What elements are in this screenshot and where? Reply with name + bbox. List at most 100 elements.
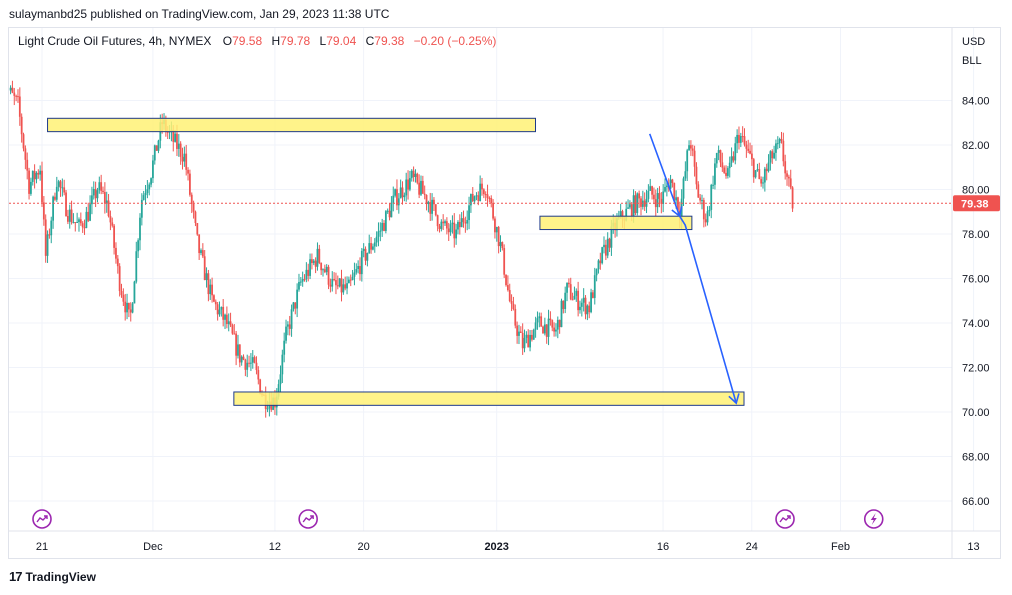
candle: [590, 288, 592, 314]
candle-body: [102, 190, 104, 193]
candle-body: [743, 136, 746, 145]
candle: [499, 235, 502, 252]
candle-body: [46, 234, 49, 256]
candle: [516, 321, 519, 344]
candle: [353, 262, 356, 286]
candle-body: [257, 370, 260, 380]
candle-body: [677, 197, 679, 211]
candle: [9, 85, 12, 95]
candle: [710, 183, 713, 219]
candle-body: [767, 162, 770, 172]
candle: [595, 268, 598, 282]
candle: [214, 299, 217, 311]
candle-body: [115, 247, 117, 259]
candle: [658, 186, 661, 208]
candle-body: [560, 300, 563, 328]
candle: [669, 174, 672, 189]
candle: [31, 170, 34, 186]
candle-body: [240, 356, 243, 363]
candle-body: [651, 186, 653, 195]
candle: [736, 129, 739, 154]
last-price-badge: [953, 195, 1000, 212]
candle: [519, 326, 522, 333]
candle-body: [94, 189, 97, 199]
candle-body: [205, 273, 208, 281]
candle: [538, 312, 541, 328]
candle: [638, 190, 641, 208]
unit-label: BLL: [962, 55, 982, 67]
x-tick-label: 16: [657, 541, 669, 553]
last-price-label: 79.38: [961, 198, 989, 210]
candle-body: [786, 173, 788, 177]
candle: [787, 174, 790, 187]
candle-body: [211, 284, 213, 296]
candle-body: [649, 186, 652, 191]
candle: [471, 187, 474, 203]
candle-body: [322, 269, 324, 271]
candle-body: [122, 294, 125, 302]
candle: [592, 289, 594, 299]
candle: [360, 247, 363, 282]
currency-label: USD: [962, 36, 985, 48]
candle: [728, 156, 731, 178]
candle-body: [564, 292, 567, 309]
candle: [135, 241, 138, 284]
candle-body: [732, 156, 735, 161]
candle: [30, 177, 32, 196]
candle: [734, 136, 737, 165]
candle-body: [514, 308, 517, 326]
candle-body: [209, 284, 212, 295]
candle-body: [588, 305, 591, 313]
candle-body: [198, 234, 201, 254]
candle: [416, 172, 419, 185]
candle-body: [647, 190, 650, 199]
candle-body: [54, 196, 56, 200]
candle: [688, 140, 690, 151]
candle-body: [440, 221, 443, 229]
candle-body: [196, 222, 199, 235]
candle: [340, 269, 343, 302]
candle: [531, 329, 533, 342]
event-marker[interactable]: [775, 509, 795, 529]
candle: [420, 175, 422, 196]
candle: [127, 302, 130, 318]
candle-body: [734, 143, 737, 161]
candle-body: [283, 340, 286, 355]
candle-body: [63, 187, 66, 193]
candle: [586, 304, 589, 321]
candle-body: [662, 191, 665, 204]
candle: [72, 213, 75, 224]
candle-body: [87, 211, 90, 221]
candle: [362, 243, 365, 258]
candle-body: [237, 344, 239, 356]
candle: [547, 309, 550, 346]
candle: [107, 194, 110, 218]
candle-body: [773, 152, 775, 159]
candle: [719, 149, 722, 168]
candle-body: [89, 204, 91, 221]
x-tick-label: 20: [357, 541, 369, 553]
candle-body: [111, 222, 114, 226]
candle: [577, 281, 580, 317]
candle-body: [453, 222, 456, 239]
candle-body: [355, 268, 358, 273]
footer-brand[interactable]: 17 TradingView: [9, 569, 96, 584]
candle: [567, 278, 570, 288]
event-marker[interactable]: [32, 509, 52, 529]
candle-body: [357, 265, 360, 269]
candle-body: [335, 280, 337, 286]
candle-body: [686, 150, 689, 172]
candle: [429, 192, 432, 222]
candle-body: [775, 143, 777, 153]
candle-body: [723, 167, 726, 173]
candle-body: [627, 207, 629, 209]
candle-body: [510, 301, 513, 304]
event-marker[interactable]: [863, 509, 884, 529]
candle-body: [190, 194, 193, 205]
candle-body: [410, 170, 413, 179]
event-marker[interactable]: [298, 509, 318, 529]
candle: [33, 164, 36, 189]
candle-body: [250, 362, 252, 364]
candle: [311, 253, 313, 270]
